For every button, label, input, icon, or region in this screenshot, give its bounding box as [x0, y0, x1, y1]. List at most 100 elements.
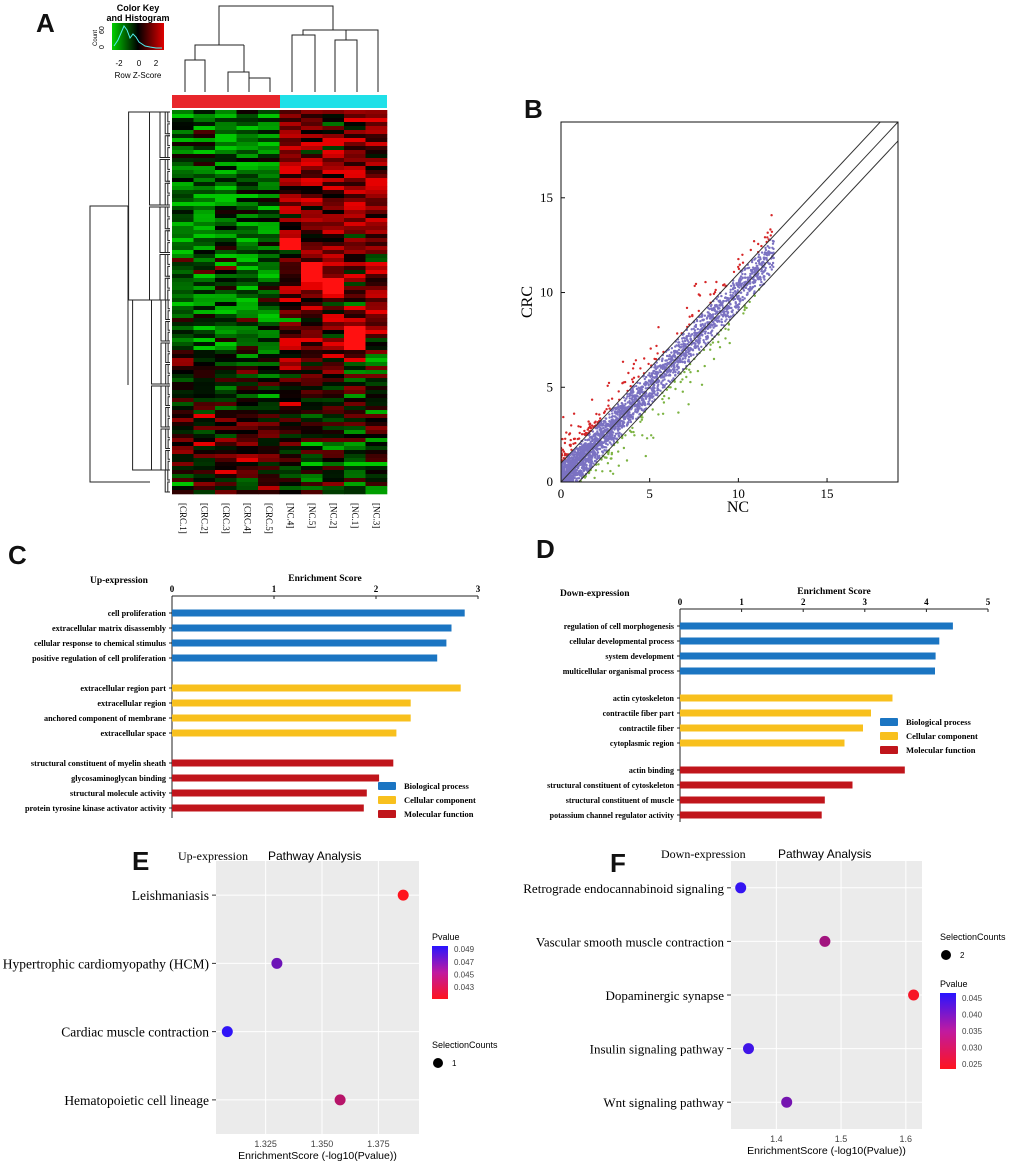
- scatter-point-unchanged: [772, 256, 775, 260]
- scatter-ylabel: CRC: [519, 286, 536, 318]
- heatmap-cell: [172, 326, 194, 331]
- heatmap-cell: [236, 430, 259, 435]
- scatter-point-unchanged: [598, 447, 602, 451]
- scatter-point-unchanged: [683, 361, 687, 364]
- heatmap-cell: [322, 410, 345, 415]
- row-dendrogram-branch: [167, 385, 170, 396]
- heatmap-cell: [258, 166, 280, 171]
- scatter-point-down: [593, 476, 596, 480]
- sample-label: [NC.4]: [285, 503, 295, 528]
- scatter-point-up: [763, 236, 767, 239]
- scatter-point-unchanged: [747, 266, 751, 269]
- heatmap-cell: [365, 186, 388, 191]
- heatmap-cell: [215, 122, 237, 127]
- scatter-point-unchanged: [626, 395, 629, 398]
- scatter-point-unchanged: [590, 455, 593, 458]
- scatter-point-unchanged: [757, 278, 760, 281]
- heatmap-cell: [322, 438, 345, 443]
- heatmap-cell: [193, 226, 216, 231]
- heatmap-cell: [215, 334, 237, 339]
- heatmap-cell: [236, 278, 259, 283]
- scatter-point-down: [632, 430, 635, 434]
- scatter-point-unchanged: [764, 248, 768, 252]
- heatmap-cell: [258, 254, 280, 259]
- heatmap-cell: [279, 406, 302, 411]
- heatmap-cell: [301, 454, 323, 459]
- heatmap-cell: [279, 466, 302, 471]
- scatter-point-unchanged: [758, 275, 762, 278]
- x-tick-label: 1.325: [254, 1139, 277, 1149]
- scatter-point-unchanged: [668, 380, 672, 384]
- heatmap-cell: [215, 322, 237, 327]
- scatter-point-unchanged: [615, 416, 618, 419]
- scatter-point-unchanged: [738, 302, 741, 306]
- heatmap-cell: [365, 110, 388, 115]
- heatmap-cell: [344, 134, 366, 139]
- go-category-label: structural constituent of myelin sheath: [31, 759, 167, 768]
- heatmap-cell: [301, 470, 323, 475]
- scatter-point-up: [562, 415, 565, 419]
- scatter-point-unchanged: [628, 393, 632, 396]
- scatter-point-unchanged: [611, 438, 614, 441]
- heatmap-cell: [279, 142, 302, 147]
- heatmap-cell: [365, 398, 388, 403]
- go-tick-label: 3: [863, 597, 868, 607]
- heatmap-cell: [172, 222, 194, 227]
- heatmap-cell: [215, 162, 237, 167]
- scatter-point-up: [565, 431, 568, 434]
- heatmap-cell: [279, 126, 302, 131]
- pathway-label: Hematopoietic cell lineage: [64, 1093, 209, 1108]
- heatmap-cell: [193, 354, 216, 359]
- scatter-point-unchanged: [632, 413, 635, 416]
- heatmap-cell: [193, 414, 216, 419]
- scatter-point-unchanged: [698, 348, 701, 351]
- heatmap-cell: [172, 182, 194, 187]
- scatter-point-unchanged: [684, 353, 688, 356]
- heatmap-cell: [301, 414, 323, 419]
- scatter-point-unchanged: [583, 449, 587, 452]
- scatter-point-unchanged: [604, 417, 607, 420]
- heatmap-cell: [193, 218, 216, 223]
- scatter-point-unchanged: [688, 360, 691, 363]
- scatter-point-unchanged: [729, 303, 732, 306]
- scatter-point-unchanged: [596, 432, 599, 435]
- scatter-point-unchanged: [590, 437, 593, 440]
- heatmap-cell: [215, 370, 237, 375]
- x-tick-label: 1.6: [900, 1134, 913, 1144]
- scatter-point-down: [687, 403, 690, 406]
- heatmap-cell: [279, 314, 302, 319]
- heatmap-cell: [236, 234, 259, 239]
- panel-title: Pathway Analysis: [268, 849, 361, 863]
- heatmap-cell: [301, 250, 323, 255]
- heatmap-cell: [172, 386, 194, 391]
- heatmap-cell: [365, 150, 388, 155]
- heatmap-cell: [258, 406, 280, 411]
- heatmap-cell: [236, 254, 259, 259]
- heatmap-cell: [279, 286, 302, 291]
- heatmap-cell: [215, 290, 237, 295]
- heatmap-cell: [322, 270, 345, 275]
- colorbar: [940, 993, 956, 1069]
- scatter-point-up: [770, 230, 774, 233]
- heatmap-cell: [301, 358, 323, 363]
- scatter-point-unchanged: [685, 335, 688, 338]
- heatmap-cell: [236, 458, 259, 463]
- go-category-label: anchored component of membrane: [44, 714, 166, 723]
- heatmap-cell: [322, 458, 345, 463]
- heatmap-cell: [236, 262, 259, 267]
- heatmap-cell: [365, 218, 388, 223]
- heatmap-cell: [344, 122, 366, 127]
- scatter-point-unchanged: [588, 461, 592, 464]
- go-category-label: structural constituent of cytoskeleton: [547, 781, 674, 790]
- heatmap-cell: [236, 338, 259, 343]
- scatter-point-unchanged: [648, 372, 651, 375]
- heatmap-cell: [365, 130, 388, 135]
- scatter-point-up: [715, 280, 718, 284]
- heatmap-cell: [322, 246, 345, 251]
- heatmap-cell: [193, 434, 216, 439]
- heatmap-cell: [301, 486, 323, 491]
- heatmap-cell: [172, 270, 194, 275]
- heatmap-cell: [344, 454, 366, 459]
- heatmap-cell: [365, 162, 388, 167]
- scatter-point-unchanged: [611, 412, 614, 415]
